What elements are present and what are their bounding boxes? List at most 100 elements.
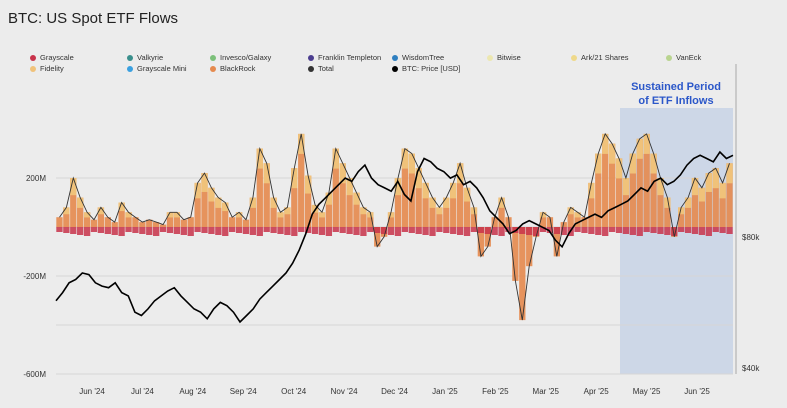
bar-blackrock (242, 219, 250, 227)
bar-grayscale (387, 227, 395, 235)
bar-grayscale (726, 227, 733, 234)
bar-fidelity (249, 197, 257, 208)
bar-grayscale (422, 227, 429, 235)
legend-swatch (666, 54, 672, 61)
bar-grayscale (374, 227, 381, 233)
bar-fidelity (284, 207, 291, 215)
bar-blackrock (574, 212, 581, 227)
bar-fidelity (201, 173, 208, 192)
bar-fidelity (664, 197, 671, 208)
bar-blackrock (83, 212, 91, 227)
bar-blackrock (256, 148, 263, 227)
bar-blackrock (201, 173, 208, 227)
bar-blackrock (608, 143, 616, 227)
bar-blackrock (588, 182, 595, 227)
bar-fidelity (360, 207, 367, 215)
bar-fidelity (456, 163, 464, 184)
bar-fidelity (643, 133, 650, 154)
bar-grayscale (242, 227, 250, 234)
bar-grayscale (712, 227, 719, 232)
bar-grayscale (408, 227, 415, 233)
annotation-line-2: of ETF Inflows (638, 95, 713, 107)
bar-fidelity (97, 207, 105, 215)
bar-blackrock (657, 178, 664, 227)
bar-blackrock (249, 197, 257, 227)
bar-fidelity (318, 212, 326, 218)
bar-blackrock (325, 192, 333, 227)
bar-blackrock (360, 207, 367, 227)
bar-grayscale (436, 227, 443, 232)
bar-grayscale (194, 227, 201, 232)
legend-swatch (392, 65, 398, 72)
bar-blackrock (208, 187, 215, 227)
bar-grayscale (705, 227, 712, 236)
bar-blackrock (63, 207, 70, 227)
legend-item: Bitwise (487, 53, 521, 62)
bar-grayscale (719, 227, 726, 233)
legend-swatch (210, 54, 216, 61)
bar-grayscale (429, 227, 436, 236)
x-tick-label: Sep '24 (230, 387, 257, 396)
bar-fidelity (291, 168, 298, 189)
bar-fidelity (622, 178, 630, 196)
legend-label: Total (318, 64, 334, 73)
bar-grayscale (595, 227, 602, 235)
x-tick-label: May '25 (633, 387, 661, 396)
bar-fidelity (63, 207, 70, 215)
bar-grayscale (104, 227, 111, 234)
bar-fidelity (277, 212, 284, 218)
bar-fidelity (70, 178, 77, 196)
bar-grayscale (602, 227, 609, 236)
legend-swatch (571, 54, 577, 61)
bar-fidelity (608, 143, 616, 164)
bar-blackrock (153, 222, 160, 227)
legend-item: Valkyrie (127, 53, 163, 62)
legend-item: Invesco/Galaxy (210, 53, 271, 62)
bar-fidelity (657, 178, 664, 196)
bar-fidelity (346, 178, 353, 196)
legend-swatch (210, 65, 216, 72)
bar-grayscale (671, 227, 678, 236)
legend-item: WisdomTree (392, 53, 444, 62)
bar-grayscale (187, 227, 194, 236)
bar-blackrock (132, 217, 139, 227)
bar-fidelity (595, 153, 602, 174)
bar-blackrock (118, 202, 125, 227)
bar-blackrock (215, 197, 222, 227)
bar-grayscale (208, 227, 215, 234)
legend-label: Invesco/Galaxy (220, 53, 272, 62)
legend-label: Bitwise (497, 53, 521, 62)
bar-blackrock (187, 217, 194, 227)
bar-grayscale (222, 227, 229, 236)
bar-blackrock (56, 217, 63, 227)
x-tick-label: Aug '24 (179, 387, 206, 396)
bar-fidelity (684, 197, 692, 208)
bar-blackrock (291, 168, 298, 227)
bar-blackrock (415, 168, 422, 227)
bar-blackrock (235, 212, 243, 227)
bar-grayscale (505, 227, 512, 232)
bar-fidelity (539, 212, 547, 218)
bar-blackrock (567, 207, 574, 227)
legend-item: Total (308, 64, 334, 73)
bar-blackrock (284, 207, 291, 227)
legend-label: BlackRock (220, 64, 256, 73)
x-tick-label: Jan '25 (432, 387, 458, 396)
bar-blackrock (401, 148, 409, 227)
bar-blackrock (650, 153, 657, 227)
bar-grayscale (367, 227, 374, 232)
bar-fidelity (422, 182, 429, 199)
legend-swatch (487, 54, 493, 61)
bar-blackrock (519, 227, 526, 321)
bar-fidelity (705, 173, 712, 192)
bar-grayscale (304, 227, 312, 233)
bar-grayscale (201, 227, 208, 233)
x-tick-label: Mar '25 (533, 387, 560, 396)
legend-label: BTC: Price [USD] (402, 64, 461, 73)
bars (56, 133, 733, 321)
bar-blackrock (456, 163, 464, 227)
bar-fidelity (415, 168, 422, 189)
legend-swatch (30, 54, 36, 61)
